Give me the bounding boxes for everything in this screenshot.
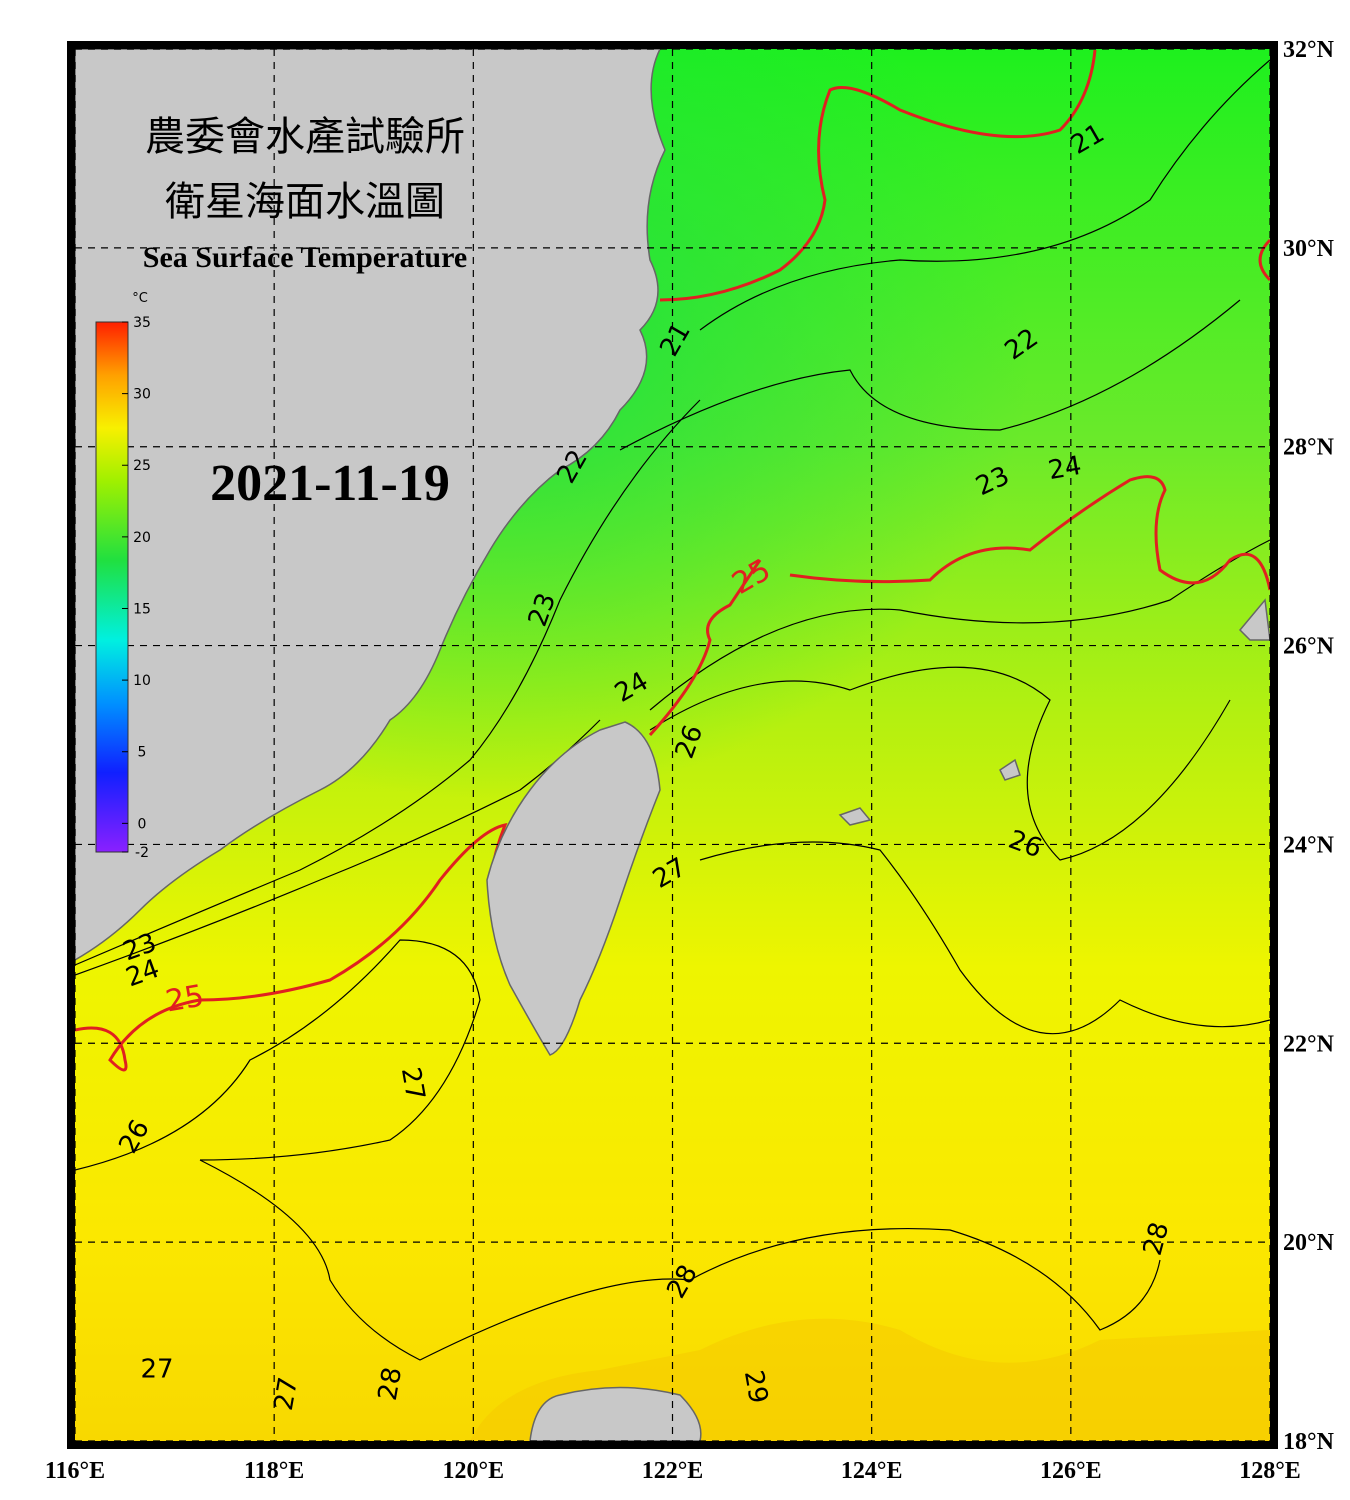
lon-label: 124°E [841, 1458, 903, 1484]
lat-label: 28°N [1283, 435, 1335, 461]
lat-label: 24°N [1283, 832, 1335, 858]
contour-label: 28 [373, 1365, 408, 1403]
lat-label: 20°N [1283, 1230, 1335, 1256]
graticule [75, 49, 1270, 1441]
date: 2021-11-19 [210, 455, 450, 512]
title-en: Sea Surface Temperature [143, 241, 467, 274]
colorbar-tick-label: 20 [133, 530, 151, 546]
subtitle-zh: 衛星海面水溫圖 [165, 179, 445, 224]
colorbar-tick-label: 25 [133, 458, 151, 474]
colorbar-tick-label: 5 [138, 745, 147, 761]
colorbar-tick-label: -2 [135, 845, 149, 861]
lon-label: 116°E [45, 1458, 105, 1484]
colorbar-tick-label: 30 [133, 387, 151, 403]
lon-label: 122°E [642, 1458, 704, 1484]
colorbar-unit: °C [132, 291, 148, 306]
contour-label: 29 [738, 1368, 773, 1406]
contour-25 [75, 49, 1270, 1072]
lat-label: 22°N [1283, 1031, 1335, 1057]
map-frame [67, 41, 1278, 1449]
colorbar-tick-label: 15 [133, 601, 151, 617]
land [75, 49, 1270, 1441]
colorbar-tick-label: 0 [138, 816, 147, 832]
contours [75, 59, 1270, 1361]
contour-label: 27 [395, 1065, 430, 1103]
contour-label: 27 [269, 1375, 304, 1413]
lon-label: 120°E [443, 1458, 505, 1484]
lon-label: 118°E [244, 1458, 304, 1484]
colorbar-tick-label: 35 [133, 315, 151, 331]
contour-label: 25 [163, 978, 207, 1019]
lon-label: 128°E [1239, 1458, 1301, 1484]
colorbar [95, 321, 129, 853]
title-zh: 農委會水產試驗所 [145, 114, 465, 159]
lat-label: 18°N [1283, 1429, 1335, 1455]
contour-label: 24 [1046, 451, 1084, 486]
lat-label: 26°N [1283, 634, 1335, 660]
contour-label: 27 [140, 1355, 173, 1385]
lat-label: 32°N [1283, 37, 1335, 63]
lat-label: 30°N [1283, 236, 1335, 262]
colorbar-tick-label: 10 [133, 673, 151, 689]
lon-label: 126°E [1040, 1458, 1102, 1484]
